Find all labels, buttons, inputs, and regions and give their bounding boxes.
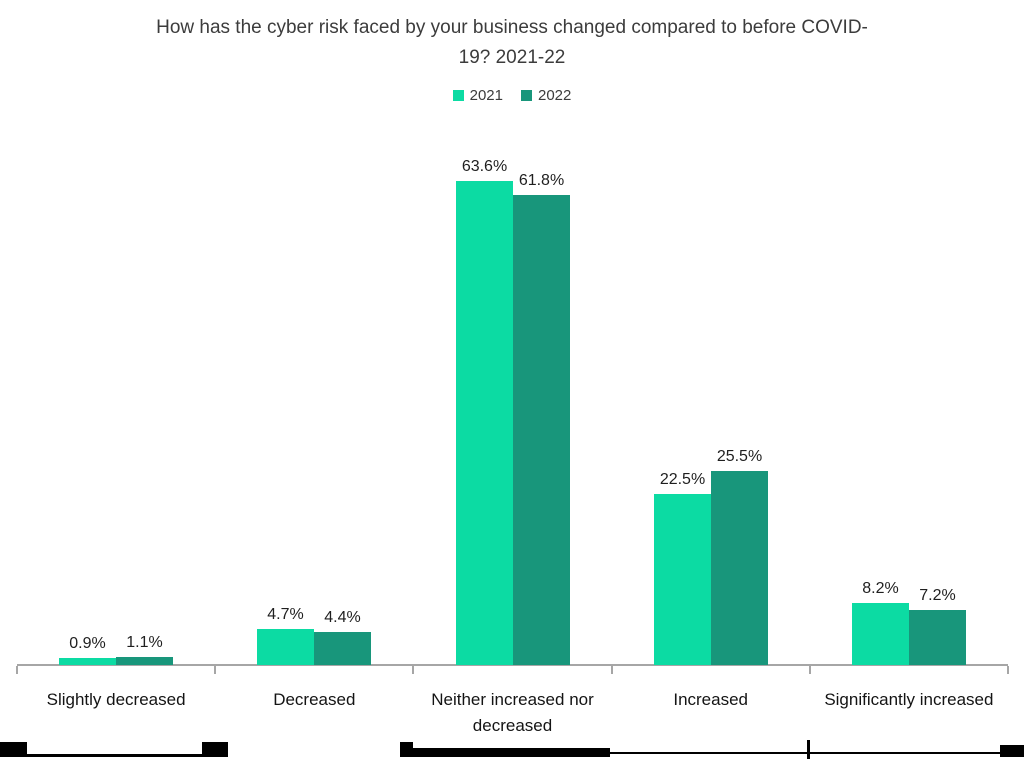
x-axis-tick	[809, 666, 811, 674]
legend-swatch-icon-2021	[452, 90, 464, 101]
bottom-crop-artifact	[0, 742, 27, 757]
legend-swatch-icon-2022	[521, 90, 532, 101]
bar-2022-decreased	[314, 632, 371, 665]
bottom-crop-artifact	[413, 748, 610, 757]
x-axis-tick	[1007, 666, 1009, 674]
bottom-crop-artifact	[1000, 745, 1024, 757]
bar-2022-increased	[711, 471, 768, 665]
bottom-crop-artifact	[400, 742, 413, 757]
data-label-2022-increased: 25.5%	[716, 448, 763, 465]
data-label-2021-slightly-decreased: 0.9%	[69, 635, 106, 652]
x-axis-tick	[412, 666, 414, 674]
category-label-slightly-decreased: Slightly decreased	[46, 690, 186, 709]
data-label-2021-neither-increased-nor-decreased: 63.6%	[461, 158, 508, 175]
category-label-decreased: Decreased	[273, 690, 356, 709]
bar-2021-decreased	[257, 629, 314, 665]
bottom-crop-artifact	[807, 740, 810, 759]
data-label-2022-decreased: 4.4%	[324, 609, 361, 626]
data-label-2021-decreased: 4.7%	[267, 606, 304, 623]
bar-2022-significantly-increased	[909, 610, 966, 665]
bar-2021-significantly-increased	[852, 603, 909, 665]
category-label-neither-increased-nor-decreased: Neither increased nor decreased	[431, 690, 594, 735]
data-label-2022-slightly-decreased: 1.1%	[126, 634, 163, 651]
data-label-2022-neither-increased-nor-decreased: 61.8%	[518, 172, 565, 189]
bar-2021-slightly-decreased	[59, 658, 116, 665]
legend: 2021 2022	[0, 87, 1024, 104]
data-label-2022-significantly-increased: 7.2%	[919, 587, 956, 604]
legend-label-2022: 2022	[538, 87, 572, 104]
chart-title-line2: 19? 2021-22	[458, 47, 566, 68]
x-axis-line	[17, 664, 1008, 666]
legend-item-2021: 2021	[452, 87, 503, 104]
bar-2021-increased	[654, 494, 711, 665]
x-axis-tick	[16, 666, 18, 674]
category-label-significantly-increased: Significantly increased	[824, 690, 994, 709]
chart-title: How has the cyber risk faced by your bus…	[0, 13, 1024, 73]
data-label-2021-increased: 22.5%	[659, 471, 706, 488]
chart-title-line1: How has the cyber risk faced by your bus…	[156, 17, 868, 38]
bottom-crop-artifact	[202, 742, 228, 757]
x-axis-tick	[214, 666, 216, 674]
bar-2022-neither-increased-nor-decreased	[513, 195, 570, 665]
bottom-crop-artifact	[610, 752, 1024, 754]
category-label-increased: Increased	[673, 690, 749, 709]
legend-label-2021: 2021	[469, 87, 503, 104]
bottom-crop-artifact	[27, 754, 202, 757]
data-label-2021-significantly-increased: 8.2%	[862, 580, 899, 597]
bar-2022-slightly-decreased	[116, 657, 173, 665]
bar-2021-neither-increased-nor-decreased	[456, 181, 513, 665]
legend-item-2022: 2022	[521, 87, 571, 104]
x-axis-tick	[611, 666, 613, 674]
